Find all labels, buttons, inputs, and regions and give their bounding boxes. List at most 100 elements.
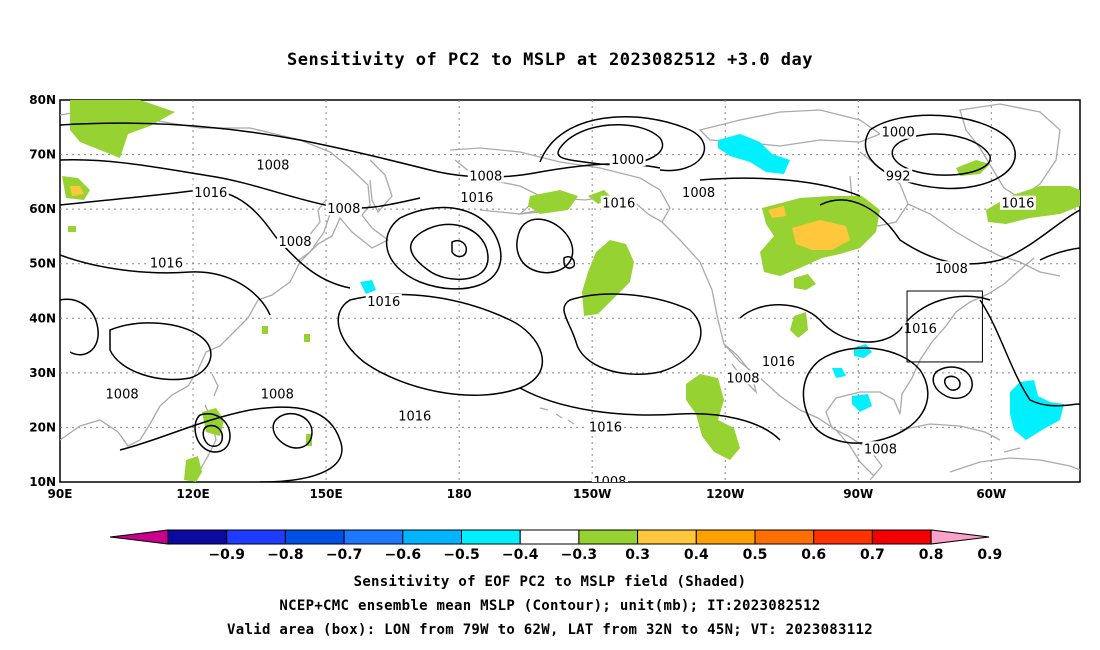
contour-label-bg (902, 321, 939, 336)
shade-green (686, 374, 740, 460)
contour-line (563, 293, 702, 376)
chart-title: Sensitivity of PC2 to MSLP at 2023082512… (286, 50, 813, 70)
kamchatka (369, 159, 393, 214)
contour-line (516, 218, 574, 274)
contour-label-bg (467, 168, 504, 183)
colorbar-swatch (167, 529, 228, 545)
contour-label-bg (587, 419, 624, 434)
contour-line (819, 199, 1080, 265)
contour-label-bg (148, 255, 185, 270)
valid-area-box (906, 290, 983, 363)
colorbar-tick-label: 0.3 (625, 547, 650, 563)
lat-tick-label: 80N (29, 93, 56, 107)
contour-line (60, 122, 661, 178)
contour-label: 1016 (150, 257, 183, 272)
contour-label: 1000 (611, 153, 644, 168)
contour-label: 1008 (256, 158, 289, 173)
colorbar-tick-label: −0.6 (385, 547, 422, 563)
contour-label-bg (760, 353, 797, 368)
latitude-labels: 80N 70N 60N 50N 40N 30N 20N 10N (29, 93, 56, 489)
colorbar-tick-label: −0.7 (326, 547, 363, 563)
colorbar-tick-label: −0.9 (208, 547, 245, 563)
contour-label: 1016 (460, 191, 493, 206)
contour-line (202, 424, 224, 447)
contour-line (60, 189, 351, 289)
contour-label-bg (724, 370, 761, 385)
contour-label-bg (458, 190, 495, 205)
lat-tick-label: 30N (29, 366, 56, 380)
contour-line (557, 123, 664, 166)
japan (295, 198, 331, 263)
shade-green (794, 274, 816, 290)
contour-label: 1000 (882, 126, 915, 141)
shade-green (70, 100, 175, 158)
colorbar-swatch (637, 529, 697, 545)
contour-line (539, 116, 706, 172)
contour-label-bg (104, 386, 141, 401)
contour-line (410, 223, 489, 281)
shade-cyan (832, 368, 846, 378)
contour-line (802, 347, 929, 444)
lon-tick-label: 120E (176, 487, 209, 501)
south-america (949, 457, 1080, 473)
contour-line (563, 255, 576, 269)
contour-label: 1016 (1001, 197, 1034, 212)
contour-line (699, 177, 861, 197)
labrador (907, 203, 1061, 277)
shade-green (956, 160, 990, 176)
contour-label-bg (880, 124, 917, 139)
shade-green (68, 226, 76, 232)
contour-line (943, 375, 961, 391)
contour-line (519, 387, 781, 441)
contour-line (932, 366, 973, 400)
contour-line (119, 406, 343, 482)
shade-cyan (360, 280, 376, 294)
contour-label: 992 (886, 169, 911, 184)
colorbar-tick-label: 0.4 (684, 547, 709, 563)
contour-line (60, 254, 271, 316)
shade-green (790, 312, 808, 338)
contour-label: 1008 (682, 186, 715, 201)
contour-label-bg (609, 152, 646, 167)
lon-tick-label: 150W (573, 487, 611, 501)
taiwan (211, 373, 219, 397)
contour-label: 1008 (106, 388, 139, 403)
shade-green (304, 334, 310, 342)
contour-label: 1016 (194, 186, 227, 201)
contour-label: 1008 (469, 169, 502, 184)
colorbar-tick-label: 0.7 (860, 547, 885, 563)
contour-label: 1008 (864, 442, 897, 457)
contour-label-bg (591, 474, 628, 482)
shade-cyan (852, 394, 872, 412)
gulf-coast (825, 257, 1035, 481)
hawaii (539, 407, 575, 425)
contour-label-bg (192, 184, 229, 199)
colorbar-tick-label: 0.9 (977, 547, 1002, 563)
contour-label-bg (365, 293, 402, 308)
colorbar-tick-label: 0.8 (919, 547, 944, 563)
shade-green (528, 190, 578, 214)
contour-label: 1016 (398, 410, 431, 425)
caption-line-2: NCEP+CMC ensemble mean MSLP (Contour); u… (279, 598, 821, 614)
colorbar-labels: −0.9 −0.8 −0.7 −0.6 −0.5 −0.4 −0.3 0.3 0.4 0.5 0.6… (208, 547, 1002, 563)
contour-label-bg (254, 157, 291, 172)
contour-label-bg (600, 195, 637, 210)
colorbar-high-arrow (930, 529, 990, 545)
contour-line (979, 299, 1080, 407)
colorbar-swatch (402, 529, 462, 545)
contour-line (385, 206, 502, 290)
lon-tick-label: 60W (976, 487, 1006, 501)
shade-cyan (1010, 380, 1064, 440)
lat-tick-label: 70N (29, 148, 56, 162)
shade-orange (768, 206, 786, 218)
colorbar-swatch (754, 529, 815, 545)
caption-line-1: Sensitivity of EOF PC2 to MSLP field (Sh… (353, 574, 747, 590)
colorbar-swatch (813, 529, 873, 545)
colorbar-swatch (519, 529, 580, 545)
contour-line (60, 298, 99, 356)
contour-label: 1016 (904, 322, 937, 337)
colorbar-swatch (461, 529, 521, 545)
shade-green (582, 240, 634, 316)
lon-tick-label: 90E (48, 487, 73, 501)
